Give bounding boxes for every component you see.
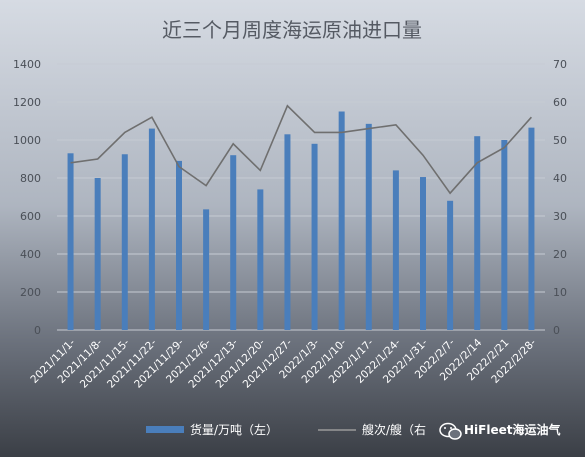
- legend-bar-label: 货量/万吨（左）: [190, 422, 278, 437]
- x-axis-ticks: 2021/11/1-2021/11/8-2021/11/15-2021/11/2…: [28, 336, 538, 390]
- left-tick-label: 1000: [13, 134, 41, 147]
- right-tick-label: 70: [553, 58, 567, 71]
- bar: [528, 127, 535, 331]
- bar: [67, 153, 74, 330]
- right-tick-label: 0: [553, 324, 560, 337]
- bar: [121, 154, 128, 330]
- left-tick-label: 0: [34, 324, 41, 337]
- right-tick-label: 10: [553, 286, 567, 299]
- bar: [148, 128, 155, 330]
- bar: [365, 123, 372, 330]
- bar: [311, 143, 318, 330]
- bar: [392, 170, 399, 330]
- left-tick-label: 400: [20, 248, 41, 261]
- bar: [203, 209, 210, 330]
- line-path: [70, 104, 532, 195]
- right-axis-ticks: 0 10 20 30 40 50 60 70: [553, 58, 567, 337]
- left-tick-label: 1400: [13, 58, 41, 71]
- bar-series: [67, 111, 535, 331]
- grid-lines: [57, 63, 545, 331]
- bar: [420, 177, 426, 330]
- line-series: [70, 104, 532, 195]
- right-tick-label: 40: [553, 172, 567, 185]
- bar: [338, 111, 345, 330]
- bar: [230, 155, 237, 330]
- left-tick-label: 600: [20, 210, 41, 223]
- legend-bar-swatch: [146, 426, 184, 433]
- legend-line-label: 艘次/艘（右: [362, 422, 426, 437]
- left-tick-label: 1200: [13, 96, 41, 109]
- bar: [284, 134, 291, 330]
- bar: [257, 189, 264, 330]
- bar: [94, 178, 101, 330]
- bar: [176, 160, 182, 330]
- left-tick-label: 200: [20, 286, 41, 299]
- right-tick-label: 30: [553, 210, 567, 223]
- bar: [501, 140, 508, 330]
- watermark: HiFleet海运油气: [439, 422, 560, 440]
- right-tick-label: 60: [553, 96, 567, 109]
- left-tick-label: 800: [20, 172, 41, 185]
- wechat-icon: [439, 422, 462, 440]
- right-tick-label: 20: [553, 248, 567, 261]
- watermark-text: HiFleet海运油气: [464, 422, 560, 437]
- bar: [474, 136, 481, 330]
- right-tick-label: 50: [553, 134, 567, 147]
- legend: 货量/万吨（左） 艘次/艘（右: [146, 422, 426, 437]
- chart-title: 近三个月周度海运原油进口量: [162, 18, 422, 42]
- left-axis-ticks: 0 200 400 600 800 1000 1200 1400: [13, 58, 41, 337]
- bar: [447, 200, 454, 330]
